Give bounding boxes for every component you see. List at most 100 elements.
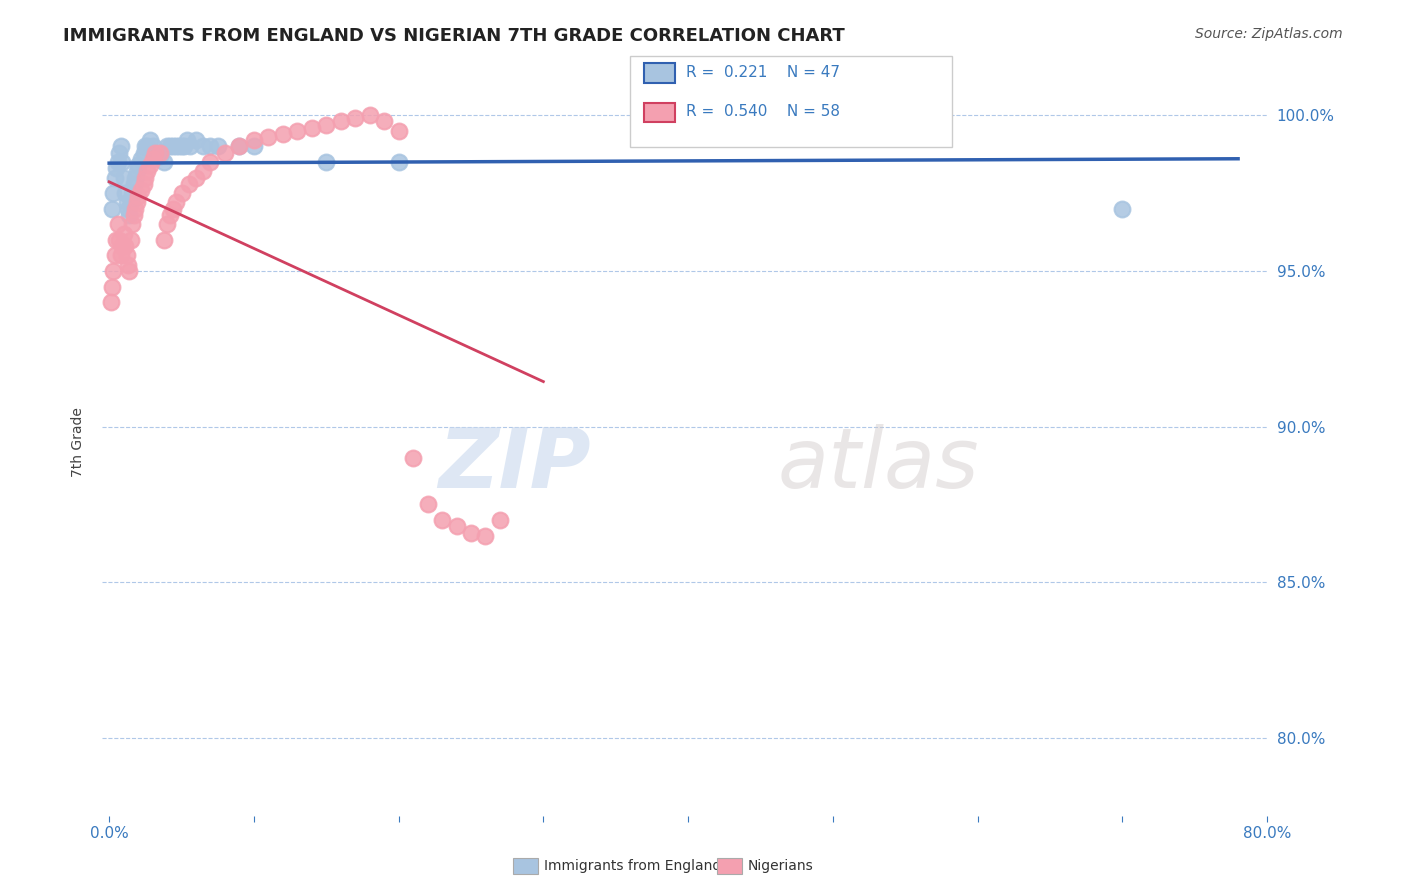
Point — [243, 139, 266, 153]
Point — [142, 139, 165, 153]
Point — [111, 155, 134, 169]
Point — [430, 513, 453, 527]
Point — [271, 127, 294, 141]
Point — [127, 158, 149, 172]
Point — [193, 164, 215, 178]
Point — [257, 130, 280, 145]
Point — [228, 139, 250, 153]
Point — [149, 145, 172, 160]
Point — [149, 149, 172, 163]
Point — [228, 139, 250, 153]
Point — [117, 258, 139, 272]
Point — [100, 295, 122, 310]
Point — [142, 152, 165, 166]
Point — [159, 139, 181, 153]
Point — [125, 195, 148, 210]
Point — [120, 195, 142, 210]
Point — [170, 139, 193, 153]
Point — [138, 133, 160, 147]
Y-axis label: 7th Grade: 7th Grade — [72, 408, 86, 477]
Point — [1111, 202, 1133, 216]
Text: R =  0.540    N = 58: R = 0.540 N = 58 — [686, 104, 841, 119]
Point — [184, 133, 207, 147]
Point — [107, 217, 129, 231]
Point — [117, 202, 139, 216]
Point — [120, 233, 142, 247]
Text: Immigrants from England: Immigrants from England — [544, 859, 721, 873]
Point — [107, 155, 129, 169]
Point — [344, 112, 367, 126]
Point — [105, 161, 128, 176]
Point — [138, 158, 160, 172]
Point — [132, 177, 155, 191]
Point — [156, 139, 179, 153]
Point — [159, 208, 181, 222]
Point — [285, 124, 308, 138]
Point — [359, 108, 381, 122]
Point — [145, 145, 167, 160]
Point — [134, 170, 156, 185]
Point — [315, 155, 337, 169]
Point — [173, 139, 195, 153]
Point — [200, 139, 222, 153]
Point — [121, 186, 143, 200]
Point — [388, 155, 411, 169]
Point — [402, 450, 425, 465]
Point — [115, 195, 138, 210]
Point — [127, 189, 149, 203]
Point — [388, 124, 411, 138]
Point — [184, 170, 207, 185]
Point — [156, 217, 179, 231]
Point — [243, 133, 266, 147]
Point — [135, 139, 157, 153]
Point — [301, 120, 323, 135]
Point — [329, 114, 352, 128]
Point — [103, 186, 125, 200]
Text: Nigerians: Nigerians — [748, 859, 814, 873]
Point — [101, 279, 124, 293]
Point — [165, 139, 187, 153]
Point — [104, 248, 127, 262]
Point — [167, 139, 190, 153]
Point — [135, 164, 157, 178]
Point — [108, 233, 131, 247]
Point — [132, 145, 155, 160]
Point — [129, 183, 152, 197]
Point — [153, 155, 176, 169]
Point — [111, 239, 134, 253]
Text: R =  0.221    N = 47: R = 0.221 N = 47 — [686, 65, 841, 79]
Point — [125, 164, 148, 178]
Point — [153, 233, 176, 247]
Point — [193, 139, 215, 153]
Point — [110, 139, 132, 153]
Point — [200, 155, 222, 169]
Point — [112, 227, 135, 241]
Point — [112, 170, 135, 185]
Point — [105, 233, 128, 247]
Text: IMMIGRANTS FROM ENGLAND VS NIGERIAN 7TH GRADE CORRELATION CHART: IMMIGRANTS FROM ENGLAND VS NIGERIAN 7TH … — [63, 27, 845, 45]
Point — [101, 202, 124, 216]
Point — [134, 139, 156, 153]
Point — [118, 264, 141, 278]
Point — [114, 186, 136, 200]
Point — [489, 513, 512, 527]
Point — [207, 139, 229, 153]
Point — [460, 525, 482, 540]
Text: Source: ZipAtlas.com: Source: ZipAtlas.com — [1195, 27, 1343, 41]
Point — [162, 139, 184, 153]
Point — [118, 208, 141, 222]
Point — [176, 133, 198, 147]
Point — [179, 139, 201, 153]
Point — [129, 152, 152, 166]
Point — [165, 195, 187, 210]
Point — [121, 217, 143, 231]
Point — [315, 118, 337, 132]
Point — [214, 145, 236, 160]
Point — [114, 239, 136, 253]
Point — [416, 498, 439, 512]
Point — [110, 248, 132, 262]
Point — [162, 202, 184, 216]
Point — [115, 248, 138, 262]
Point — [122, 208, 145, 222]
Point — [124, 202, 146, 216]
